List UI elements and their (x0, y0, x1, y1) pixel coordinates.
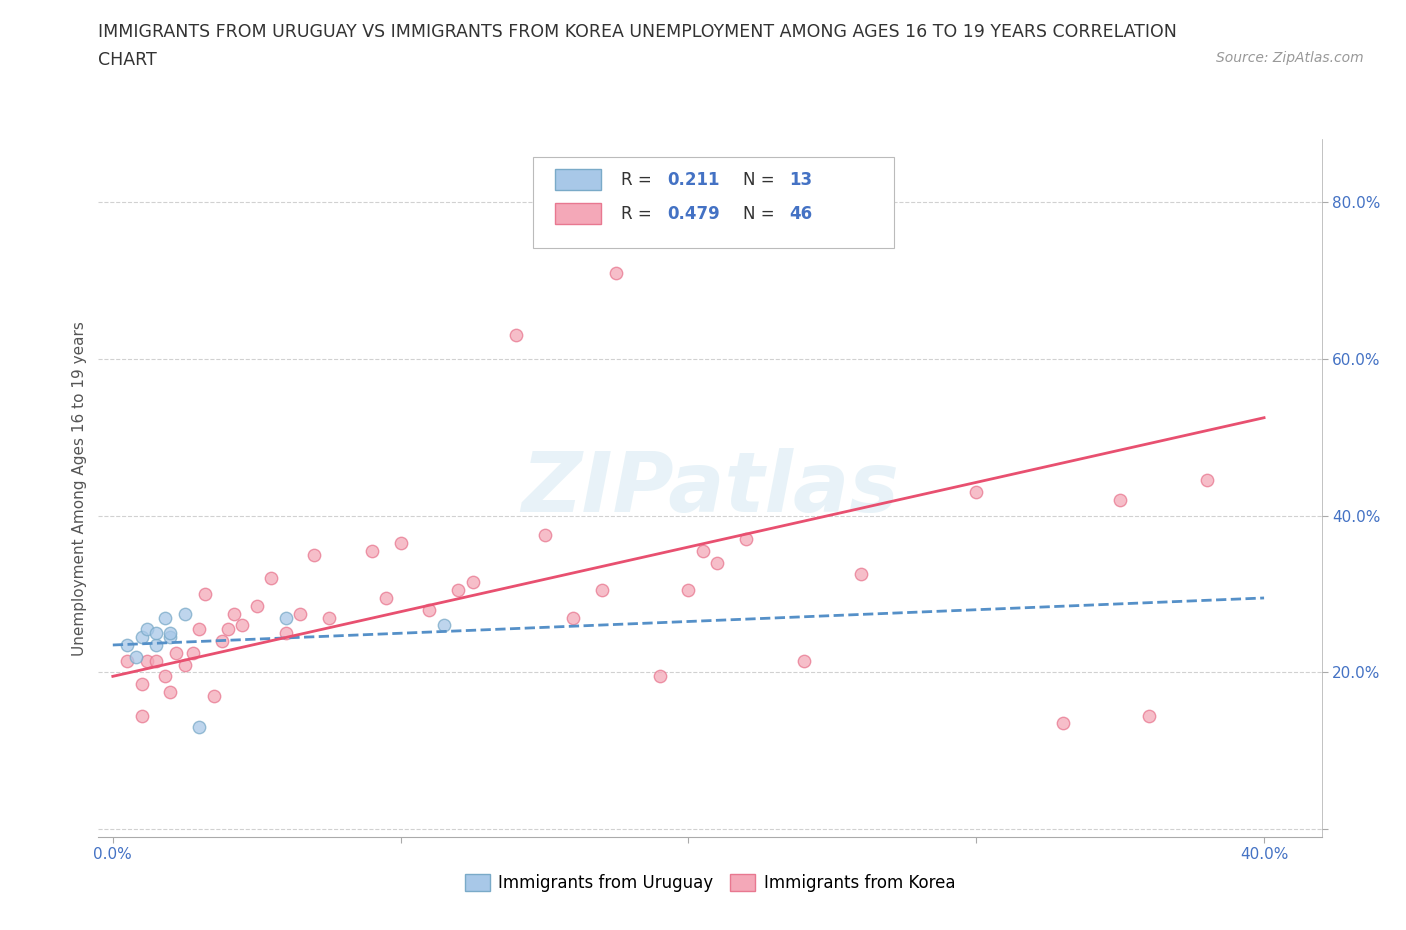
Text: 0.211: 0.211 (668, 171, 720, 189)
Text: ZIPatlas: ZIPatlas (522, 447, 898, 529)
FancyBboxPatch shape (555, 169, 602, 190)
Point (153, 669, 176, 684)
Point (260, 571, 283, 586)
Point (159, 626, 181, 641)
Point (165, 645, 187, 660)
Point (131, 677, 153, 692)
Point (115, 653, 138, 668)
FancyBboxPatch shape (555, 203, 602, 224)
FancyBboxPatch shape (533, 157, 893, 247)
Point (145, 653, 167, 668)
Point (159, 630, 181, 644)
Point (591, 583, 613, 598)
Point (389, 536, 412, 551)
Point (173, 606, 195, 621)
Point (145, 638, 167, 653)
Point (965, 485, 987, 499)
Point (433, 618, 456, 632)
Point (288, 606, 311, 621)
Legend: Immigrants from Uruguay, Immigrants from Korea: Immigrants from Uruguay, Immigrants from… (458, 867, 962, 898)
Point (159, 684, 181, 699)
Point (131, 630, 153, 644)
Point (115, 638, 138, 653)
Text: N =: N = (742, 171, 780, 189)
Point (274, 626, 297, 641)
Point (360, 543, 382, 558)
Point (136, 622, 159, 637)
Point (246, 598, 269, 613)
Point (505, 328, 527, 343)
Point (131, 708, 153, 723)
Point (1052, 716, 1074, 731)
Point (735, 532, 758, 547)
Point (202, 688, 225, 703)
Point (274, 610, 297, 625)
Point (605, 265, 627, 280)
Point (447, 583, 470, 598)
Point (125, 649, 148, 664)
Point (461, 575, 484, 590)
Point (648, 669, 671, 684)
Point (222, 606, 245, 621)
Point (173, 658, 195, 672)
Y-axis label: Unemployment Among Ages 16 to 19 years: Unemployment Among Ages 16 to 19 years (72, 321, 87, 656)
Point (1109, 493, 1132, 508)
Text: 46: 46 (790, 206, 813, 223)
Point (562, 610, 585, 625)
Text: R =: R = (620, 171, 657, 189)
Text: IMMIGRANTS FROM URUGUAY VS IMMIGRANTS FROM KOREA UNEMPLOYMENT AMONG AGES 16 TO 1: IMMIGRANTS FROM URUGUAY VS IMMIGRANTS FR… (98, 23, 1177, 41)
Point (304, 548, 326, 563)
Text: N =: N = (742, 206, 780, 223)
Point (692, 543, 714, 558)
Point (183, 645, 205, 660)
Text: Source: ZipAtlas.com: Source: ZipAtlas.com (1216, 51, 1364, 65)
Point (678, 583, 700, 598)
Point (145, 626, 167, 641)
Point (706, 555, 728, 570)
Point (153, 610, 176, 625)
Point (217, 622, 239, 637)
Point (793, 653, 815, 668)
Text: 13: 13 (790, 171, 813, 189)
Point (418, 603, 440, 618)
Point (211, 633, 233, 648)
Text: R =: R = (620, 206, 657, 223)
Text: 0.479: 0.479 (668, 206, 720, 223)
Point (1137, 708, 1160, 723)
Point (188, 622, 211, 637)
Point (1195, 473, 1218, 488)
Point (136, 653, 159, 668)
Point (533, 528, 555, 543)
Point (188, 720, 211, 735)
Point (849, 567, 872, 582)
Point (318, 610, 340, 625)
Text: CHART: CHART (98, 51, 157, 69)
Point (375, 591, 398, 605)
Point (231, 618, 253, 632)
Point (194, 587, 217, 602)
